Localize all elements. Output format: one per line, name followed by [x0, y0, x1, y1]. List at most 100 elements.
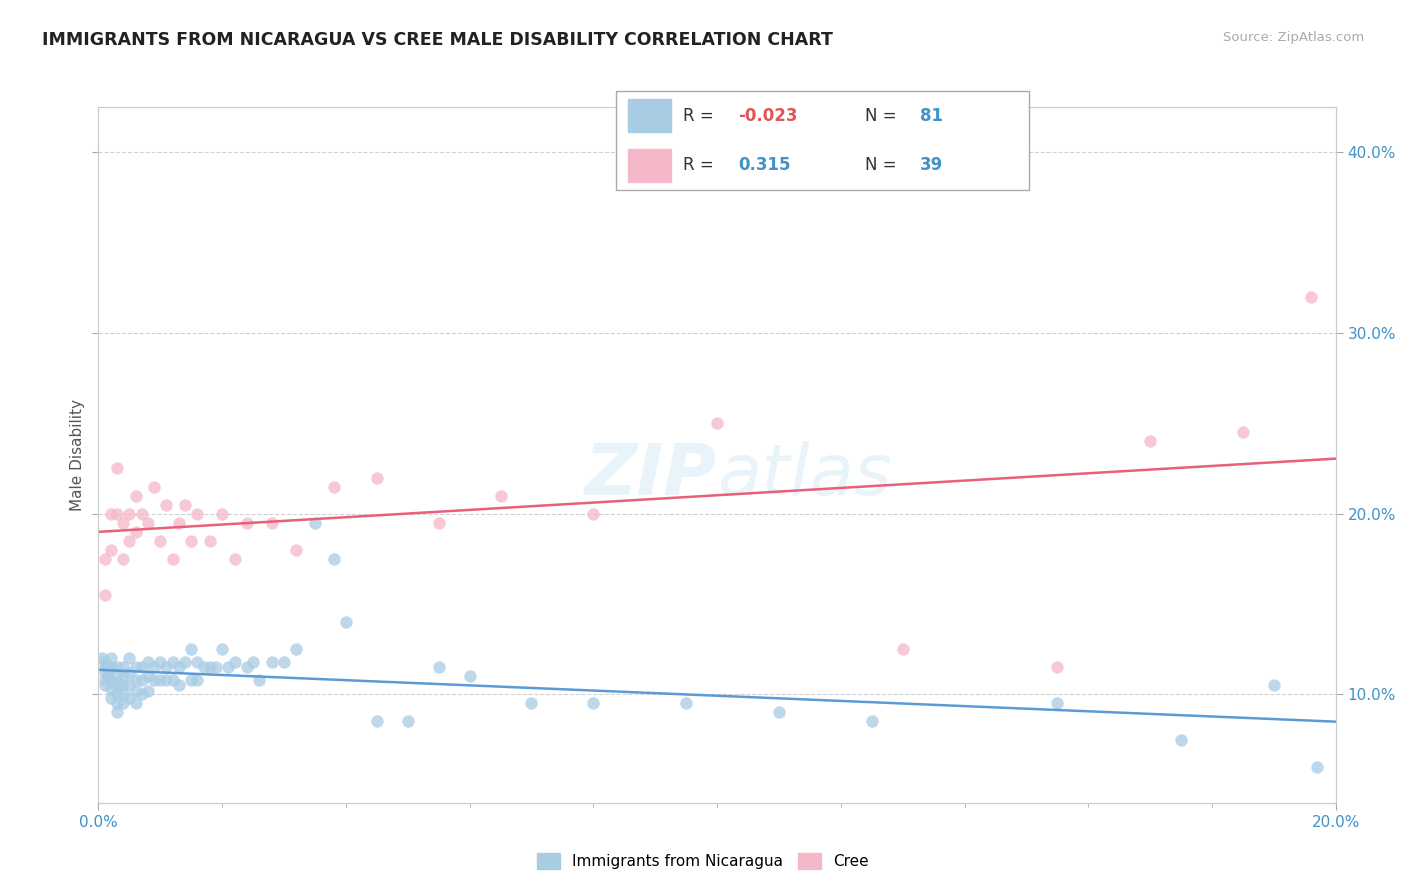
Point — [174, 655, 197, 669]
Point — [427, 660, 450, 674]
Point — [1170, 732, 1192, 747]
Point — [93, 673, 115, 687]
Point — [136, 655, 159, 669]
Point — [131, 687, 153, 701]
Point — [112, 669, 135, 683]
Point — [155, 498, 177, 512]
Point — [112, 660, 135, 674]
Point — [366, 470, 388, 484]
Legend: Immigrants from Nicaragua, Cree: Immigrants from Nicaragua, Cree — [531, 847, 875, 875]
Bar — [628, 149, 671, 181]
Point — [1306, 759, 1329, 773]
Point — [155, 660, 177, 674]
Point — [105, 697, 128, 711]
Point — [100, 542, 122, 557]
Point — [242, 655, 264, 669]
Point — [143, 673, 166, 687]
Point — [285, 542, 308, 557]
Text: ZIP: ZIP — [585, 442, 717, 510]
Point — [100, 660, 122, 674]
Point — [124, 673, 146, 687]
Point — [131, 673, 153, 687]
Point — [224, 655, 246, 669]
Point — [100, 681, 122, 696]
Point — [180, 533, 202, 548]
Point — [149, 655, 172, 669]
Point — [118, 651, 141, 665]
Point — [198, 660, 221, 674]
Point — [112, 516, 135, 530]
Point — [100, 507, 122, 521]
Point — [211, 642, 233, 657]
Point — [105, 660, 128, 674]
Point — [149, 533, 172, 548]
Point — [706, 417, 728, 431]
Point — [768, 706, 790, 720]
Point — [118, 678, 141, 692]
Point — [186, 673, 208, 687]
Point — [136, 669, 159, 683]
Point — [198, 533, 221, 548]
Point — [97, 669, 120, 683]
Point — [582, 697, 605, 711]
Point — [180, 673, 202, 687]
Point — [366, 714, 388, 729]
Text: -0.023: -0.023 — [738, 107, 797, 125]
Point — [260, 655, 283, 669]
Point — [205, 660, 228, 674]
Point — [105, 706, 128, 720]
Point — [93, 665, 115, 680]
Point — [124, 489, 146, 503]
Point — [217, 660, 239, 674]
Point — [167, 660, 190, 674]
Point — [1232, 425, 1254, 440]
Point — [1046, 697, 1069, 711]
Point — [131, 507, 153, 521]
Point — [105, 669, 128, 683]
Point — [124, 683, 146, 698]
Point — [224, 551, 246, 566]
Point — [489, 489, 512, 503]
Point — [93, 678, 115, 692]
Point — [285, 642, 308, 657]
Point — [131, 660, 153, 674]
Point — [100, 673, 122, 687]
Point — [236, 516, 259, 530]
FancyBboxPatch shape — [616, 91, 1029, 190]
Point — [335, 615, 357, 629]
Point — [458, 669, 481, 683]
Point — [112, 551, 135, 566]
Text: R =: R = — [683, 107, 720, 125]
Point — [167, 678, 190, 692]
Point — [118, 665, 141, 680]
Point — [304, 516, 326, 530]
Point — [891, 642, 914, 657]
Point — [162, 551, 184, 566]
Point — [105, 507, 128, 521]
Point — [162, 655, 184, 669]
Point — [124, 697, 146, 711]
Point — [93, 551, 115, 566]
Point — [582, 507, 605, 521]
Point — [396, 714, 419, 729]
Text: Source: ZipAtlas.com: Source: ZipAtlas.com — [1223, 31, 1364, 45]
Point — [186, 507, 208, 521]
Point — [93, 655, 115, 669]
Point — [100, 651, 122, 665]
Point — [118, 507, 141, 521]
Point — [143, 660, 166, 674]
Text: IMMIGRANTS FROM NICARAGUA VS CREE MALE DISABILITY CORRELATION CHART: IMMIGRANTS FROM NICARAGUA VS CREE MALE D… — [42, 31, 832, 49]
Point — [162, 673, 184, 687]
Point — [90, 651, 112, 665]
Point — [1139, 434, 1161, 449]
Point — [1299, 290, 1322, 304]
Point — [1263, 678, 1285, 692]
Point — [236, 660, 259, 674]
Text: 0.315: 0.315 — [738, 156, 790, 174]
Point — [860, 714, 883, 729]
Point — [105, 678, 128, 692]
Point — [143, 479, 166, 493]
Point — [427, 516, 450, 530]
Point — [105, 687, 128, 701]
Y-axis label: Male Disability: Male Disability — [69, 399, 84, 511]
